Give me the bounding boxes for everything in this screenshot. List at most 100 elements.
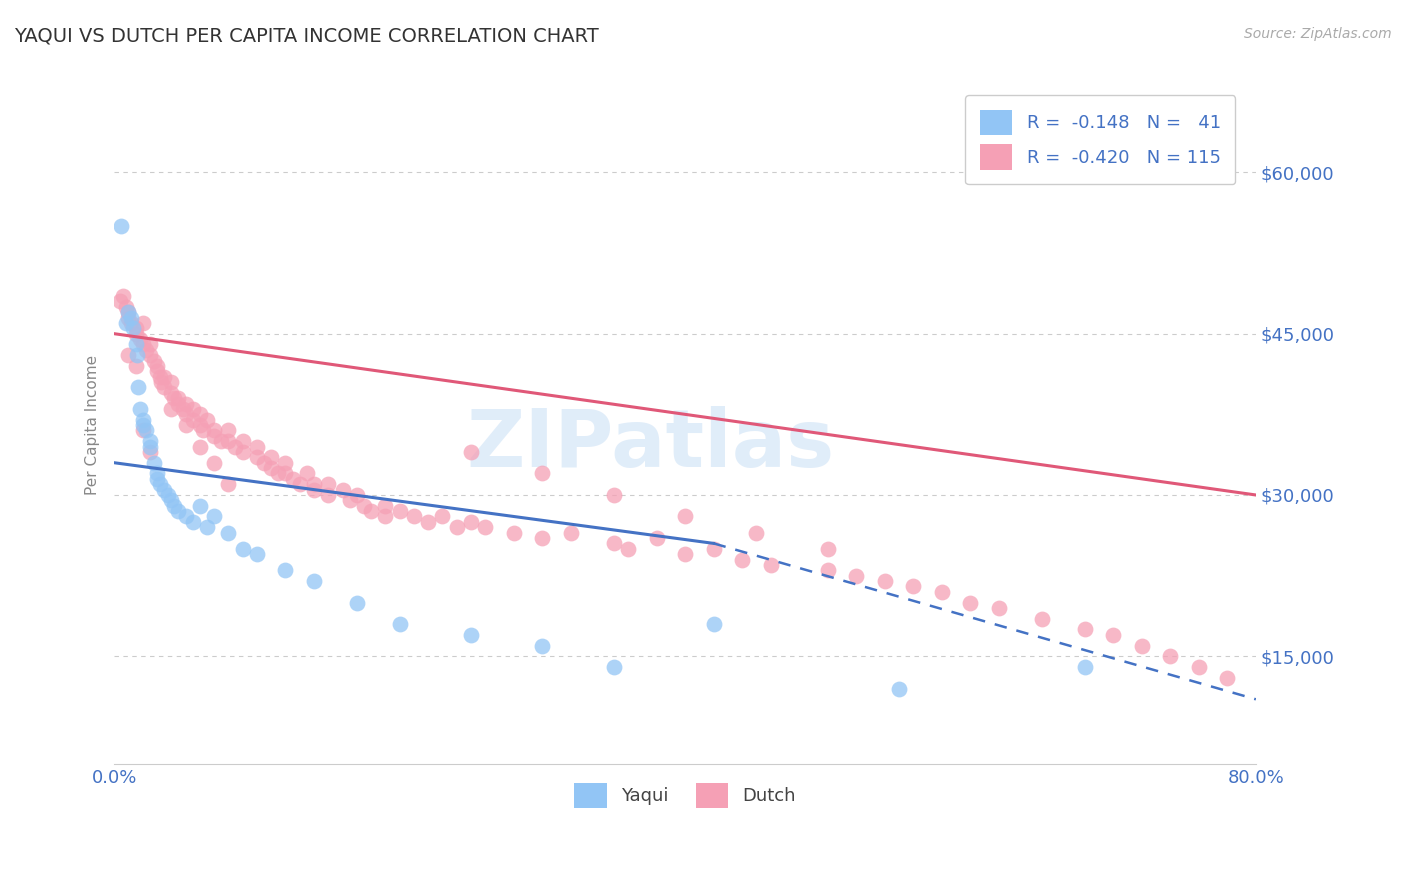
Point bbox=[111, 289, 134, 303]
Point bbox=[374, 509, 396, 524]
Point bbox=[446, 520, 468, 534]
Point bbox=[153, 380, 176, 394]
Point bbox=[108, 294, 131, 309]
Point bbox=[246, 450, 269, 465]
Legend: Yaqui, Dutch: Yaqui, Dutch bbox=[560, 768, 810, 822]
Point bbox=[703, 541, 725, 556]
Point bbox=[531, 467, 554, 481]
Point bbox=[146, 364, 169, 378]
Point bbox=[316, 488, 339, 502]
Point bbox=[181, 413, 204, 427]
Point bbox=[132, 418, 155, 433]
Point bbox=[988, 601, 1011, 615]
Point bbox=[645, 531, 668, 545]
Point bbox=[121, 321, 143, 335]
Point bbox=[731, 552, 754, 566]
Point bbox=[302, 574, 325, 588]
Point bbox=[617, 541, 640, 556]
Point bbox=[346, 488, 368, 502]
Point bbox=[127, 380, 149, 394]
Point bbox=[353, 499, 375, 513]
Point bbox=[110, 219, 132, 234]
Point bbox=[1188, 660, 1211, 674]
Point bbox=[139, 348, 162, 362]
Point bbox=[149, 477, 172, 491]
Point bbox=[388, 617, 411, 632]
Point bbox=[295, 467, 318, 481]
Point bbox=[274, 467, 297, 481]
Point bbox=[260, 461, 283, 475]
Point bbox=[143, 456, 166, 470]
Point bbox=[474, 520, 496, 534]
Point bbox=[167, 391, 190, 405]
Point bbox=[224, 440, 246, 454]
Point bbox=[125, 348, 148, 362]
Point bbox=[174, 509, 197, 524]
Point bbox=[120, 316, 142, 330]
Text: YAQUI VS DUTCH PER CAPITA INCOME CORRELATION CHART: YAQUI VS DUTCH PER CAPITA INCOME CORRELA… bbox=[14, 27, 599, 45]
Point bbox=[602, 488, 624, 502]
Point bbox=[172, 401, 194, 416]
Point bbox=[360, 504, 382, 518]
Point bbox=[114, 316, 136, 330]
Point bbox=[560, 525, 582, 540]
Point bbox=[288, 477, 311, 491]
Point bbox=[232, 445, 254, 459]
Point bbox=[1216, 671, 1239, 685]
Point bbox=[163, 391, 186, 405]
Point bbox=[1031, 612, 1053, 626]
Point bbox=[135, 424, 157, 438]
Point bbox=[253, 456, 276, 470]
Point bbox=[232, 434, 254, 449]
Point bbox=[132, 424, 155, 438]
Point bbox=[260, 450, 283, 465]
Point bbox=[339, 493, 361, 508]
Point bbox=[745, 525, 768, 540]
Point bbox=[202, 509, 225, 524]
Point bbox=[181, 401, 204, 416]
Point bbox=[174, 396, 197, 410]
Point bbox=[188, 499, 211, 513]
Point bbox=[817, 563, 839, 577]
Point bbox=[903, 579, 925, 593]
Point bbox=[163, 499, 186, 513]
Point bbox=[146, 472, 169, 486]
Point bbox=[128, 332, 150, 346]
Point bbox=[217, 477, 239, 491]
Point bbox=[160, 375, 183, 389]
Point bbox=[117, 305, 139, 319]
Point bbox=[139, 337, 162, 351]
Point bbox=[195, 413, 218, 427]
Point bbox=[153, 483, 176, 497]
Point bbox=[402, 509, 425, 524]
Point bbox=[191, 424, 214, 438]
Point bbox=[181, 515, 204, 529]
Point bbox=[246, 547, 269, 561]
Point bbox=[124, 359, 146, 373]
Point bbox=[146, 359, 169, 373]
Point bbox=[132, 316, 155, 330]
Point bbox=[274, 563, 297, 577]
Point bbox=[502, 525, 524, 540]
Point bbox=[124, 321, 146, 335]
Point bbox=[460, 445, 482, 459]
Point bbox=[703, 617, 725, 632]
Point bbox=[1073, 623, 1095, 637]
Point bbox=[817, 541, 839, 556]
Point bbox=[153, 369, 176, 384]
Point bbox=[1102, 628, 1125, 642]
Point bbox=[114, 300, 136, 314]
Point bbox=[150, 375, 173, 389]
Point bbox=[146, 467, 169, 481]
Point bbox=[157, 488, 180, 502]
Point bbox=[1130, 639, 1153, 653]
Point bbox=[188, 408, 211, 422]
Point bbox=[274, 456, 297, 470]
Point bbox=[124, 326, 146, 341]
Point bbox=[195, 520, 218, 534]
Point bbox=[160, 385, 183, 400]
Point bbox=[531, 639, 554, 653]
Point bbox=[160, 401, 183, 416]
Point bbox=[160, 493, 183, 508]
Point bbox=[1159, 649, 1181, 664]
